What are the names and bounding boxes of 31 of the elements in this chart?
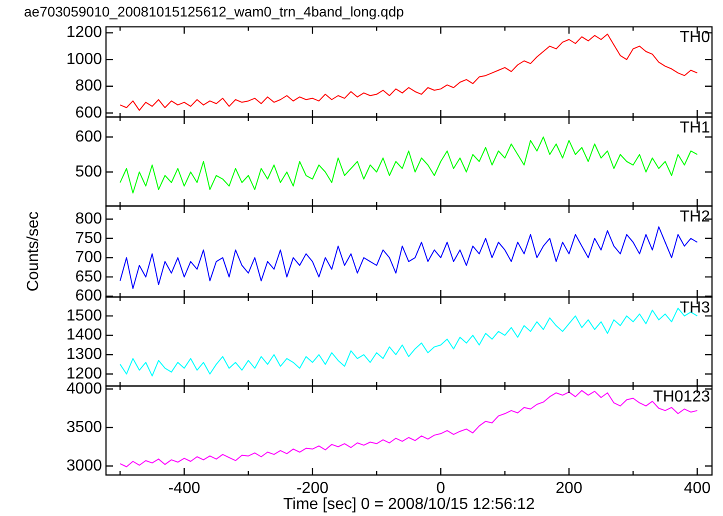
x-tick-label: -400 <box>168 480 200 498</box>
y-tick-label: 600 <box>75 104 102 122</box>
y-tick-label: 650 <box>75 268 102 286</box>
y-tick-label: 500 <box>75 163 102 180</box>
chart-title: ae703059010_20081015125612_wam0_trn_4band_long.qdp <box>24 3 404 20</box>
series-label: TH0123 <box>653 388 710 406</box>
y-tick-label: 1200 <box>66 24 102 42</box>
y-tick-label: 1200 <box>66 365 102 382</box>
y-tick-label: 800 <box>75 210 102 228</box>
y-tick-label: 1000 <box>66 50 102 68</box>
y-axis-title: Counts/sec <box>25 211 42 292</box>
y-tick-label: 600 <box>75 128 102 146</box>
series-label: TH0 <box>680 29 710 46</box>
y-tick-label: 1500 <box>66 307 102 324</box>
x-tick-label: 200 <box>556 480 582 498</box>
series-label: TH3 <box>680 299 710 316</box>
series-label: TH1 <box>680 119 710 136</box>
y-tick-label: 3500 <box>66 418 102 436</box>
y-tick-label: 3000 <box>66 457 102 474</box>
y-tick-label: 4000 <box>66 380 102 398</box>
y-tick-label: 1300 <box>66 346 102 364</box>
x-axis-title: Time [sec] 0 = 2008/10/15 12:56:12 <box>283 496 535 513</box>
x-tick-label: 400 <box>684 480 711 498</box>
series-label: TH2 <box>680 208 710 226</box>
y-tick-label: 750 <box>75 230 102 247</box>
y-tick-label: 700 <box>75 249 102 266</box>
y-tick-label: 600 <box>75 288 102 305</box>
x-tick-label: 0 <box>436 480 446 498</box>
x-tick-label: -200 <box>296 480 329 498</box>
y-tick-label: 1400 <box>66 326 102 344</box>
y-tick-label: 800 <box>75 78 102 95</box>
